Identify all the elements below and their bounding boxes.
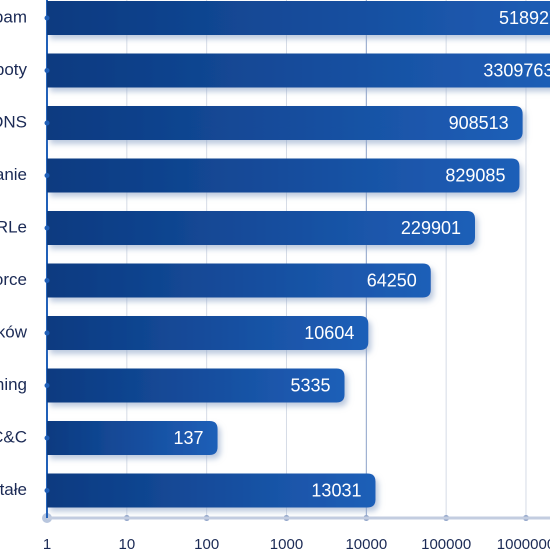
bar	[47, 421, 218, 455]
bar	[47, 473, 376, 508]
category-label: pam	[0, 7, 27, 26]
row-dot	[44, 488, 50, 493]
value-label: 5189274	[499, 8, 550, 28]
value-label: 229901	[401, 218, 461, 238]
value-label: 908513	[449, 113, 509, 133]
row-dot	[44, 435, 50, 441]
row-dot	[44, 278, 50, 283]
bar	[47, 1, 550, 35]
x-tick-label: 10	[118, 536, 135, 550]
x-tick-label: 100000	[421, 536, 471, 550]
value-label: 829085	[445, 165, 505, 185]
category-label: ków	[0, 322, 28, 341]
x-tick-label: 10000	[345, 536, 387, 550]
bar	[47, 263, 431, 298]
x-tick-label: 1	[43, 536, 51, 550]
x-tick-label: 100	[194, 536, 219, 550]
value-label: 137	[174, 428, 204, 448]
value-label: 64250	[367, 270, 417, 290]
bar	[47, 53, 550, 88]
bar	[47, 211, 476, 245]
category-label: RLe	[0, 217, 27, 236]
row-dot	[44, 383, 50, 388]
value-label: 10604	[304, 323, 354, 343]
category-label: tałe	[0, 480, 27, 499]
category-label: C&C	[0, 427, 27, 446]
bar	[47, 316, 369, 350]
category-label: DNS	[0, 112, 27, 131]
x-tick-label: 1000000	[497, 536, 550, 550]
row-dot	[44, 173, 50, 178]
row-dot	[44, 120, 50, 126]
row-dot	[44, 225, 50, 231]
value-label: 3309763	[483, 60, 550, 80]
row-dot	[44, 330, 50, 336]
value-label: 13031	[311, 480, 361, 500]
value-label: 5335	[290, 375, 330, 395]
category-label: boty	[0, 60, 27, 79]
bar	[47, 368, 345, 403]
x-tick-label: 1000	[270, 536, 303, 550]
bar	[47, 106, 523, 140]
category-label: orce	[0, 270, 27, 289]
row-dot	[44, 15, 50, 21]
category-label: hing	[0, 375, 27, 394]
row-dot	[44, 68, 50, 73]
bar	[47, 158, 520, 193]
category-label: anie	[0, 165, 27, 184]
